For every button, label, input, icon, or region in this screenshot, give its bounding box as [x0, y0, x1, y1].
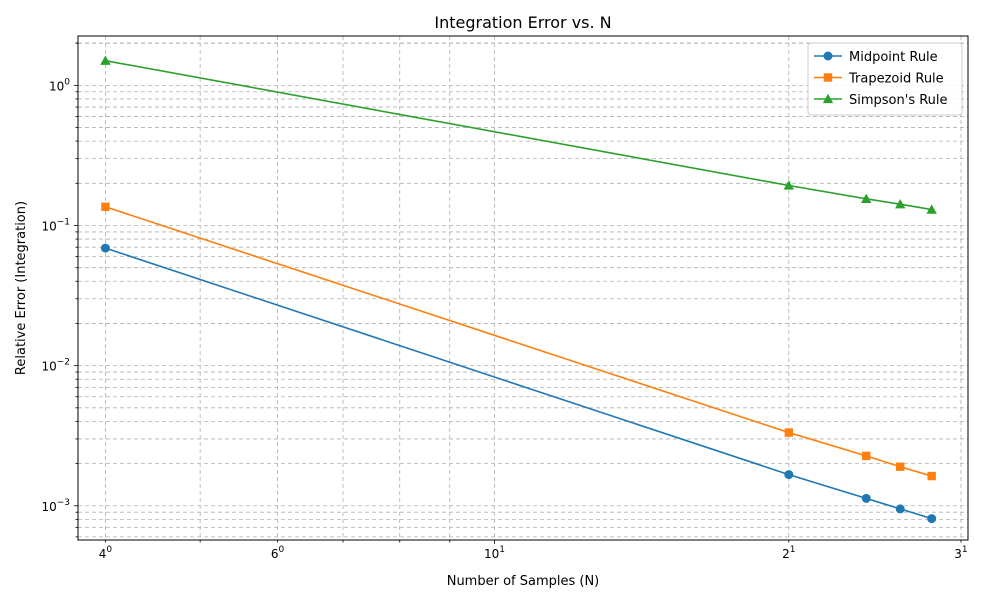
legend-box: [807, 42, 963, 116]
y-tick-label: 10−3: [41, 498, 70, 514]
chart-title: Integration Error vs. N: [434, 13, 611, 32]
data-point: [784, 470, 794, 480]
data-point: [783, 180, 795, 190]
x-tick-label: 31: [954, 545, 967, 561]
tick-labels: 40 60 101 21 31 100 10−1 10−2 10−3: [41, 77, 967, 561]
data-point: [896, 462, 905, 471]
legend-marker: [823, 73, 833, 82]
legend-label: Trapezoid Rule: [848, 72, 944, 87]
data-point: [927, 471, 936, 481]
data-point: [100, 243, 110, 253]
data-point: [862, 451, 871, 461]
data-point: [927, 514, 937, 524]
y-tick-label: 100: [49, 77, 70, 93]
x-axis-label: Number of Samples (N): [447, 574, 600, 589]
data-point: [895, 504, 905, 514]
x-tick-label: 21: [782, 545, 795, 561]
legend-marker: [823, 51, 833, 61]
data-point: [784, 428, 794, 437]
data-point: [861, 493, 871, 503]
data-point: [861, 193, 872, 203]
x-tick-label: 40: [99, 545, 113, 561]
x-tick-label: 101: [484, 545, 505, 561]
legend-marker: [822, 93, 834, 104]
data-point: [100, 55, 111, 65]
y-tick-label: 10−2: [41, 358, 70, 374]
data-point: [895, 198, 906, 209]
minor-grid: [78, 36, 968, 540]
legend: Midpoint Rule Trapezoid Rule Simpson's Rul…: [807, 42, 963, 116]
series-line: [105, 247, 932, 520]
plot-frame: [77, 35, 969, 541]
legend-label: Midpoint Rule: [849, 50, 938, 65]
y-tick-label: 10−1: [41, 217, 70, 233]
data-point: [101, 202, 110, 211]
y-axis-label: Relative Error (Integration): [14, 201, 29, 375]
x-tick-label: 60: [271, 545, 285, 561]
series-layer: [100, 55, 937, 524]
major-grid: [78, 36, 968, 540]
axis-ticks: [74, 42, 962, 544]
legend-label: Simpson's Rule: [849, 93, 948, 108]
data-point: [926, 204, 937, 214]
